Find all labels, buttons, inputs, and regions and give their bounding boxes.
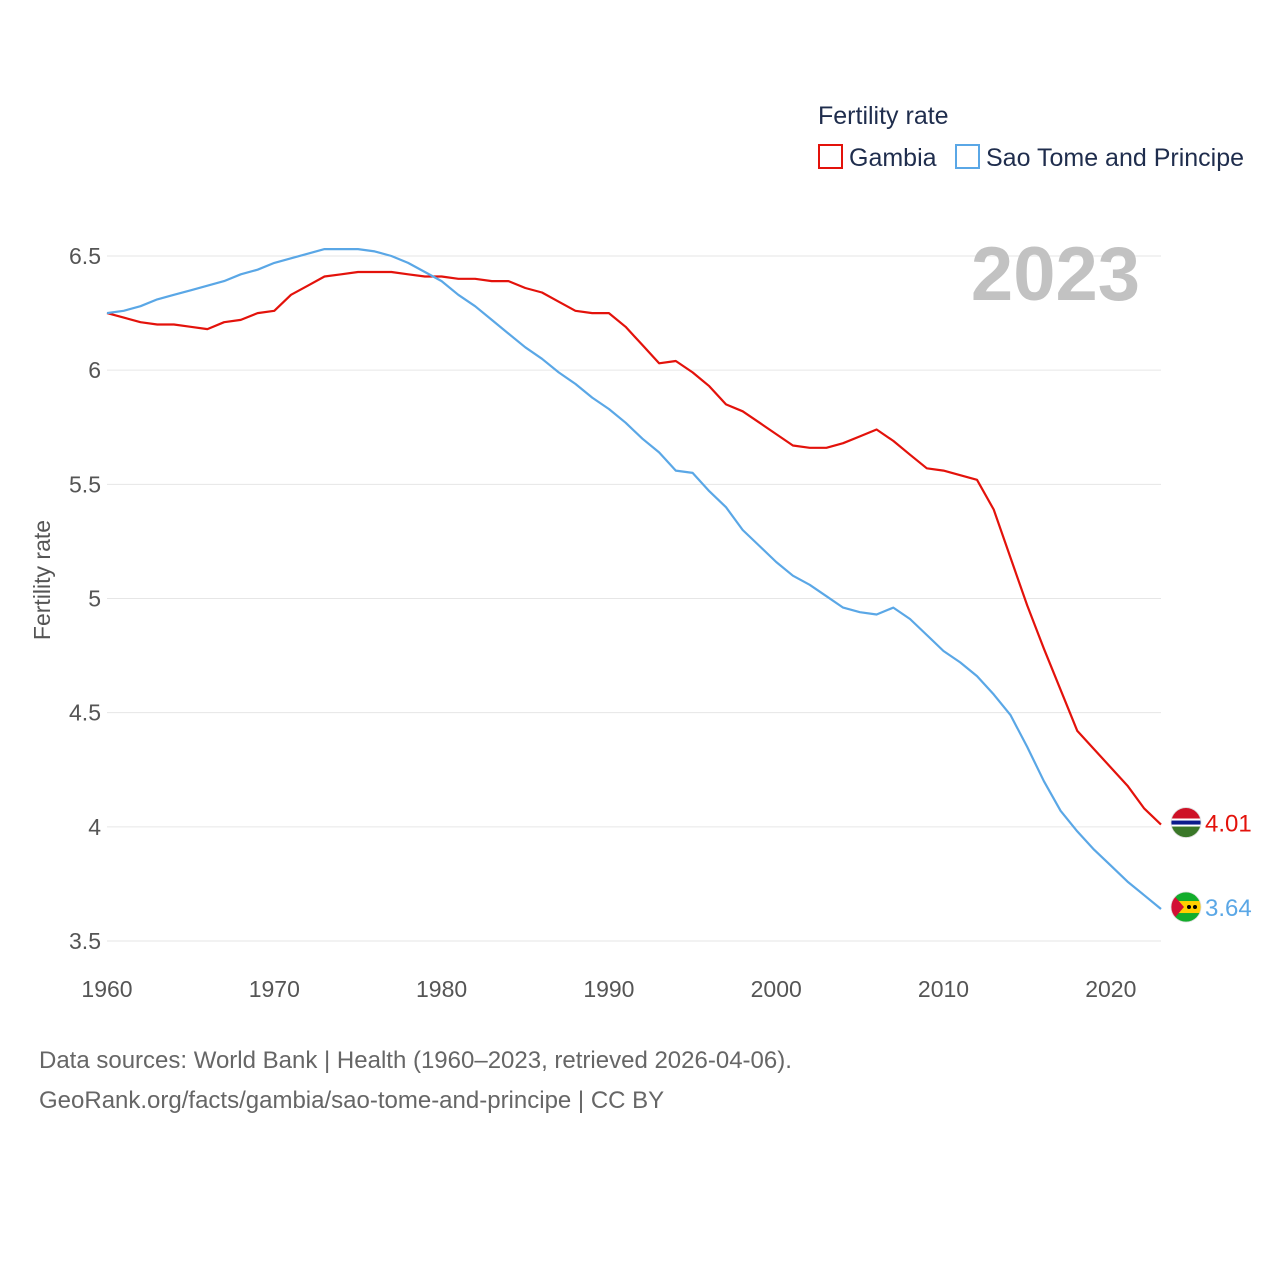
footer-source-link[interactable]: GeoRank.org/facts/gambia/sao-tome-and-pr… (39, 1087, 664, 1114)
flag-outline (1170, 807, 1202, 838)
legend-item-gambia[interactable]: Gambia (818, 144, 937, 172)
legend-item-sao-tome-and-principe[interactable]: Sao Tome and Principe (955, 144, 1244, 172)
flag-star-1 (1187, 905, 1191, 910)
x-tick-label: 2010 (918, 976, 969, 1002)
legend-label-gambia: Gambia (849, 144, 937, 172)
flag-icon-sao-tome-and-principe (1171, 892, 1201, 923)
flag-icon-gambia (1171, 807, 1201, 838)
x-tick-label: 2020 (1085, 976, 1136, 1002)
y-axis-ticks: 3.5 4 4.5 5 5.5 6 6.5 (69, 243, 101, 954)
series-line-sao-tome-and-principe (106, 248, 1162, 910)
y-tick-label: 6.5 (69, 243, 101, 269)
gridlines (107, 255, 1161, 942)
end-value-label-sao-tome-and-principe: 3.64 (1205, 895, 1252, 922)
flag-star-2 (1193, 905, 1197, 910)
x-tick-label: 1960 (81, 976, 132, 1002)
x-tick-label: 1990 (583, 976, 634, 1002)
legend-label-sao-tome-and-principe: Sao Tome and Principe (986, 144, 1244, 172)
x-axis-ticks: 1960 1970 1980 1990 2000 2010 2020 (81, 976, 1136, 1002)
year-watermark: 2023 (971, 232, 1140, 317)
flag-triangle-red (1171, 892, 1184, 923)
footer-data-sources: Data sources: World Bank | Health (1960–… (39, 1047, 792, 1074)
x-tick-label: 1980 (416, 976, 467, 1002)
y-tick-label: 3.5 (69, 928, 101, 954)
y-tick-label: 6 (88, 357, 101, 383)
end-marker-gambia (1170, 807, 1202, 838)
flag-stripe-blue (1171, 820, 1201, 825)
y-axis-title: Fertility rate (29, 520, 55, 640)
y-tick-label: 5 (88, 586, 101, 612)
y-tick-label: 4.5 (69, 700, 101, 726)
x-tick-label: 2000 (751, 976, 802, 1002)
end-marker-sao-tome-and-principe (1170, 891, 1202, 923)
legend[interactable]: Fertility rate Gambia Sao Tome and Princ… (818, 102, 1244, 172)
legend-swatch-gambia (818, 144, 843, 169)
y-tick-label: 4 (88, 814, 101, 840)
end-markers: 4.01 3.64 (1170, 807, 1252, 923)
end-value-label-gambia: 4.01 (1205, 811, 1252, 838)
legend-title: Fertility rate (818, 102, 949, 130)
y-tick-label: 5.5 (69, 471, 101, 497)
flag-outline (1170, 891, 1202, 923)
series-line-gambia (106, 270, 1162, 826)
flag-stripe-red (1171, 807, 1201, 819)
x-tick-label: 1970 (249, 976, 300, 1002)
legend-swatch-sao-tome-and-principe (955, 144, 980, 169)
series-lines (106, 248, 1162, 910)
flag-stripe-green (1171, 826, 1201, 838)
